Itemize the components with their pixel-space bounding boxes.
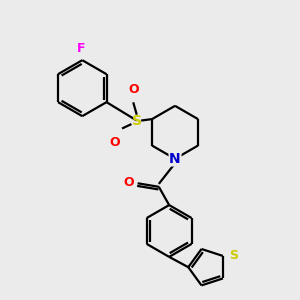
Text: O: O xyxy=(128,83,139,96)
Text: N: N xyxy=(169,152,181,166)
Text: F: F xyxy=(76,42,85,55)
Text: S: S xyxy=(132,114,142,128)
Text: O: O xyxy=(110,136,120,149)
Text: O: O xyxy=(124,176,134,189)
Text: S: S xyxy=(229,249,238,262)
